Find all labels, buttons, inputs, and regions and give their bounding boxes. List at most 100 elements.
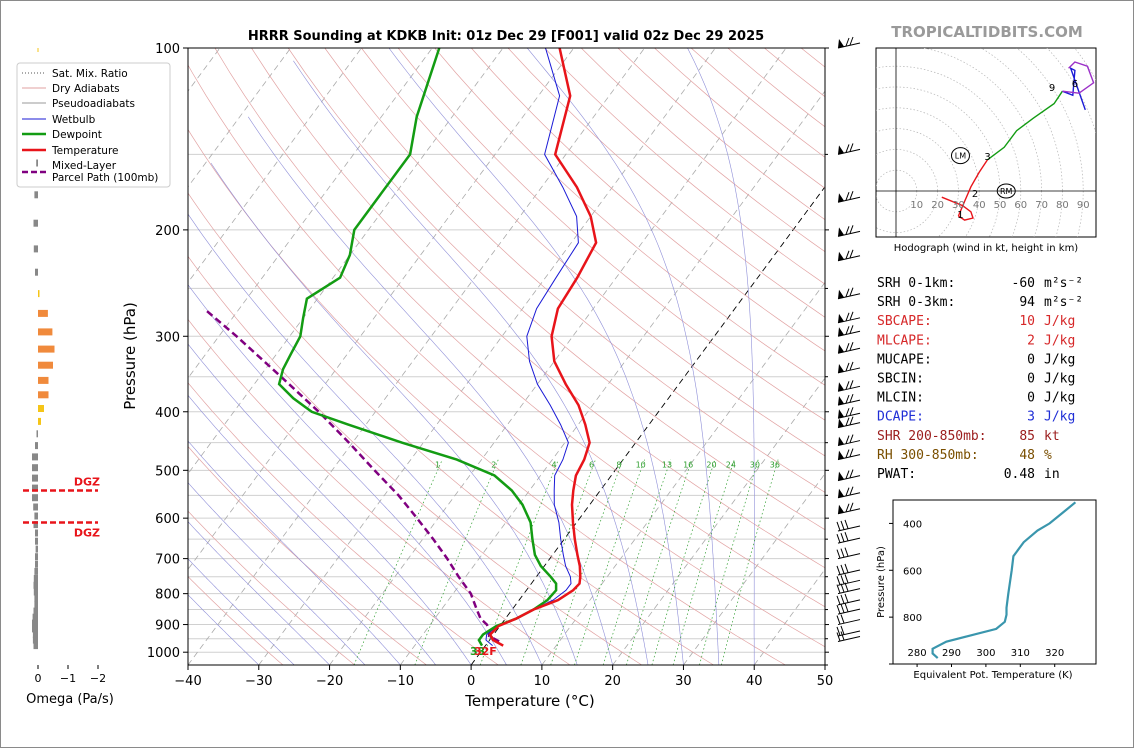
wind-barb: [836, 602, 861, 615]
mixing-ratio-label: 1: [435, 460, 440, 469]
mixing-ratio-label: 8: [616, 460, 621, 469]
wind-barb-staff: [837, 525, 861, 532]
parameter-name: SBCAPE:: [877, 314, 932, 329]
hodograph-traces: [941, 61, 1095, 221]
wind-barb-feather: [840, 631, 845, 641]
hodograph-segment: [941, 196, 974, 221]
wind-barb-feather: [849, 486, 854, 495]
theta-e-x-label: Equivalent Pot. Temperature (K): [913, 670, 1072, 681]
pseudoadiabat: [293, 60, 649, 665]
parameter-unit: m²s⁻²: [1044, 295, 1083, 310]
mixing-ratio-label: 30: [750, 460, 760, 469]
wind-barb-flag: [838, 344, 844, 354]
temperature-line: [488, 48, 598, 647]
wind-barb-feather: [849, 407, 854, 416]
omega-bar: [32, 494, 38, 502]
wind-barb-feather: [844, 547, 849, 557]
pressure-tick-label: 200: [155, 224, 180, 239]
wind-barb: [836, 593, 861, 606]
dry-adiabat: [324, 48, 825, 493]
mixing-ratio-label: 4: [552, 460, 557, 469]
theta-e-frame: [892, 499, 1097, 665]
pressure-tick-label: 1000: [147, 646, 180, 661]
wind-barb-feather: [845, 312, 850, 321]
hodograph-ring-label: 10: [910, 200, 923, 211]
wind-barb-flag: [838, 504, 844, 514]
wind-barb-feather: [840, 594, 845, 604]
temp-tick-label: −30: [245, 674, 272, 689]
skewt-x-label: Temperature (°C): [464, 692, 594, 710]
parameter-value: 85: [1019, 429, 1035, 444]
wind-barb-feather: [840, 625, 845, 635]
mixing-ratio-line: [651, 459, 716, 665]
dry-adiabat: [361, 48, 825, 457]
wind-barb-staff: [837, 42, 861, 49]
parameter-row: SRH 0-1km: -60 m²s⁻²: [877, 276, 1083, 291]
wind-barb-feather: [845, 226, 850, 235]
pseudoadiabat: [247, 116, 613, 665]
parameter-row: SBCIN: 0 J/kg: [877, 372, 1075, 387]
omega-tick-label: 0: [35, 672, 42, 685]
hodograph-caption: Hodograph (wind in kt, height in km): [894, 243, 1079, 254]
skewt-background-lines: [188, 48, 825, 665]
wind-barb-feather: [844, 519, 849, 529]
omega-bar: [32, 619, 38, 627]
parameter-value: 0: [1027, 372, 1035, 387]
theta-e-y-tick-label: 600: [903, 566, 922, 577]
wind-barb: [837, 249, 861, 262]
omega-x-label: Omega (Pa/s): [26, 692, 114, 707]
omega-axes: 0 −1 −2: [35, 48, 106, 685]
wind-barb-feather: [849, 502, 854, 511]
wind-barb-flag: [838, 227, 844, 237]
parameter-row: RH 300-850mb: 48%: [877, 448, 1052, 463]
mixing-ratio-label: 36: [770, 460, 780, 469]
wind-barb-feather: [844, 574, 849, 583]
wind-barb: [837, 191, 861, 203]
wind-barb-feather: [844, 593, 849, 603]
parameter-row: MUCAPE: 0 J/kg: [877, 352, 1075, 367]
wind-barb-feather: [849, 342, 854, 351]
wind-barb-feather: [840, 614, 845, 624]
wind-barb-feather: [845, 326, 850, 335]
omega-bar: [36, 159, 38, 167]
wind-barb-feather: [849, 143, 854, 152]
hodograph-frame: [875, 47, 1097, 238]
wind-barb-feather: [840, 603, 845, 613]
pressure-tick-label: 700: [155, 553, 180, 568]
pseudoadiabat: [210, 162, 578, 665]
parameter-value: 0: [1027, 391, 1035, 406]
omega-bar: [36, 430, 38, 438]
dgz-label: DGZ: [74, 526, 100, 539]
isotherm-line: [258, 48, 716, 665]
dry-adiabat: [188, 576, 284, 665]
theta-e-x-tick-label: 300: [976, 648, 995, 659]
wind-barb-feather: [849, 36, 854, 46]
wind-barb-feather: [849, 325, 854, 334]
parameter-row: PWAT: 0.48 in: [877, 467, 1060, 482]
wind-barb-feather: [845, 192, 850, 201]
wind-barb-feather: [840, 583, 845, 593]
omega-tick-label: −1: [60, 672, 76, 685]
pressure-tick-label: 300: [155, 330, 180, 345]
wind-barb: [837, 325, 861, 337]
wind-barb: [836, 547, 861, 560]
mixing-ratio-label: 24: [726, 460, 736, 469]
parameter-name: MLCIN:: [877, 391, 924, 406]
wind-barb-feather: [836, 595, 841, 605]
omega-bar: [33, 575, 38, 582]
skewt-background: [188, 48, 825, 665]
dry-adiabat: [188, 192, 714, 665]
omega-bar: [32, 625, 38, 633]
wind-barb: [836, 631, 861, 642]
dry-adiabat: [188, 255, 642, 665]
legend-parcel-line1: Mixed-Layer: [52, 160, 117, 172]
temp-tick-label: −10: [387, 674, 414, 689]
parameter-unit: %: [1044, 448, 1052, 463]
isotherm-line: [188, 48, 645, 665]
isotherm-line: [188, 48, 575, 571]
temp-tick-label: 20: [604, 674, 621, 689]
theta-e-axes: 400 600 800 280 290 300 310 320: [889, 519, 1064, 667]
wind-barb-feather: [840, 520, 845, 530]
wind-barb-feather: [849, 249, 854, 258]
parameter-unit: in: [1044, 467, 1060, 482]
